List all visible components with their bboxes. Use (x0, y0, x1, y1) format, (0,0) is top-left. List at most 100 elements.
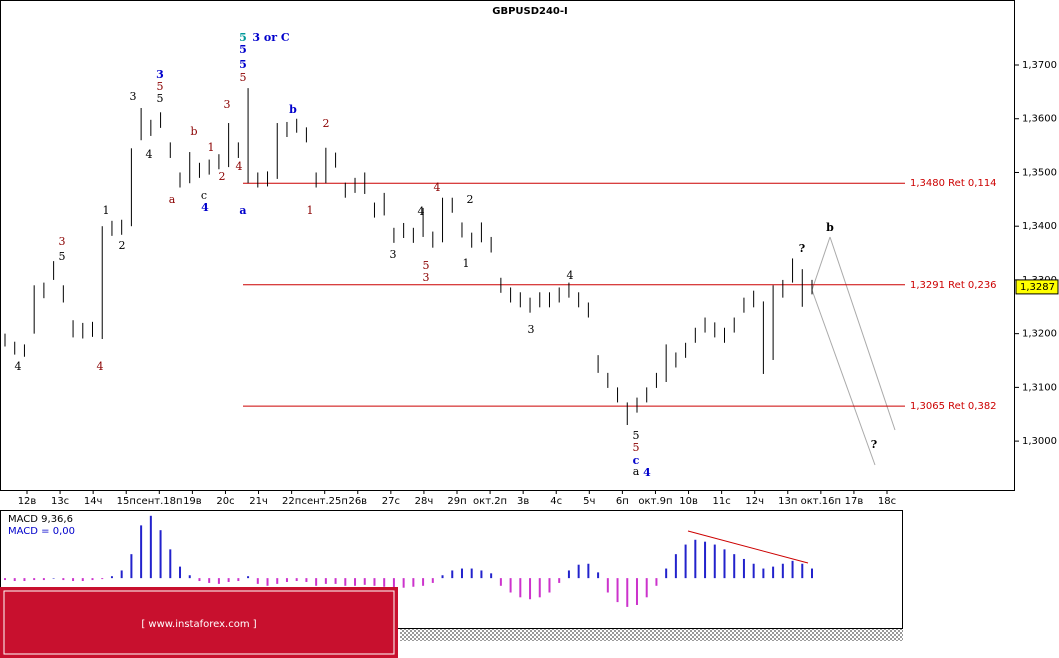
wave-label: 3 (224, 98, 231, 111)
macd-bar (110, 576, 113, 579)
forecast-line (829, 236, 896, 431)
level-label: 1,3065 Ret 0,382 (910, 401, 997, 412)
x-tick-label: 14ч (84, 496, 103, 507)
wave-label: 5 (240, 71, 247, 84)
x-tick-label: 22п (282, 496, 301, 507)
x-tick-label: 13с (51, 496, 69, 507)
hatch (400, 629, 903, 641)
macd-bar (227, 578, 230, 582)
wave-label: 3 (528, 323, 535, 336)
x-tick-label: 26в (348, 496, 367, 507)
macd-bar (772, 566, 775, 579)
wave-label: 4 (146, 148, 153, 161)
x-tick-label: 21ч (249, 496, 268, 507)
wave-label: 5 (239, 58, 247, 71)
macd-bar (266, 578, 269, 586)
forecast-line (811, 236, 831, 291)
wave-label: 1 (463, 257, 470, 270)
wave-label: 2 (467, 193, 474, 206)
wave-label: 5 (239, 43, 247, 56)
macd-bar (811, 568, 813, 579)
wave-label: 4 (434, 181, 441, 194)
watermark-text: [ www.instaforex.com ] (141, 619, 256, 630)
macd-bar (713, 544, 716, 579)
wave-label: 1 (208, 141, 215, 154)
macd-bar (198, 578, 201, 582)
wave-label: 3 (423, 271, 430, 284)
macd-value: MACD = 0,00 (8, 526, 75, 537)
wave-label: 4 (97, 360, 104, 373)
macd-bar (91, 578, 94, 581)
x-tick-label: 10в (679, 496, 698, 507)
wave-label: 4 (15, 360, 22, 373)
macd-bar (490, 573, 493, 579)
wave-label: 2 (323, 117, 330, 130)
macd-bar (655, 578, 658, 586)
macd-bar (441, 575, 444, 579)
macd-bar (694, 539, 697, 579)
macd-bar (451, 570, 454, 579)
macd-bar (237, 578, 240, 582)
macd-bar (412, 578, 415, 587)
x-tick-label: сент.18п (136, 496, 182, 507)
macd-bar (567, 570, 570, 579)
macd-bar (363, 578, 366, 585)
macd-bar (23, 578, 26, 582)
macd-bar (704, 541, 707, 579)
macd-bar (295, 578, 298, 582)
macd-bar (499, 578, 502, 586)
macd-bar (723, 549, 726, 579)
level-label: 1,3480 Ret 0,114 (910, 178, 997, 189)
wave-label: 1 (307, 204, 314, 217)
macd-bar (538, 578, 541, 598)
macd-bar (762, 568, 765, 579)
trend-line (687, 530, 809, 564)
macd-bar (431, 578, 434, 583)
macd-bar (354, 578, 357, 586)
macd-bar (392, 578, 395, 588)
macd-bar (42, 578, 45, 581)
macd-bar (791, 560, 794, 579)
macd-bar (635, 578, 638, 605)
x-tick-label: окт.16п (801, 496, 841, 507)
macd-bar (587, 563, 590, 579)
y-tick-label: 1,3600 (1022, 114, 1057, 125)
wave-label: ? (871, 438, 877, 451)
y-tick-label: 1,3400 (1022, 221, 1057, 232)
wave-label: b (289, 103, 297, 116)
wave-label: 1 (103, 204, 110, 217)
wave-label: a (239, 204, 246, 217)
macd-title: MACD 9,36,6 (8, 514, 73, 525)
x-tick-label: сент.25п (301, 496, 347, 507)
macd-bar (422, 578, 425, 586)
wave-label: 3 (390, 248, 397, 261)
x-tick-label: 18с (878, 496, 896, 507)
x-tick-label: 13п (778, 496, 797, 507)
macd-bar (217, 578, 220, 584)
macd-bar (188, 575, 191, 579)
macd-bar (33, 578, 36, 581)
wave-label: c (633, 454, 640, 467)
macd-bar (13, 578, 16, 582)
macd-bar (81, 578, 84, 582)
macd-bar (334, 578, 337, 584)
wave-label: 2 (219, 170, 226, 183)
x-tick-label: окт.2п (473, 496, 507, 507)
macd-bar (101, 578, 104, 580)
chart-title: GBPUSD240-I (492, 6, 568, 17)
level-label: 1,3291 Ret 0,236 (910, 280, 997, 291)
x-tick-label: 11с (712, 496, 730, 507)
macd-bar (558, 578, 561, 583)
macd-bar (606, 578, 609, 593)
macd-bar (169, 549, 172, 579)
macd-bar (208, 578, 211, 583)
wave-label: 5 (157, 92, 164, 105)
macd-bar (460, 568, 463, 579)
wave-label: 4 (236, 160, 243, 173)
macd-bar (752, 563, 755, 579)
macd-bar (373, 578, 376, 586)
wave-label: 2 (119, 239, 126, 252)
wave-label: a (633, 465, 640, 478)
macd-bar (470, 568, 473, 579)
